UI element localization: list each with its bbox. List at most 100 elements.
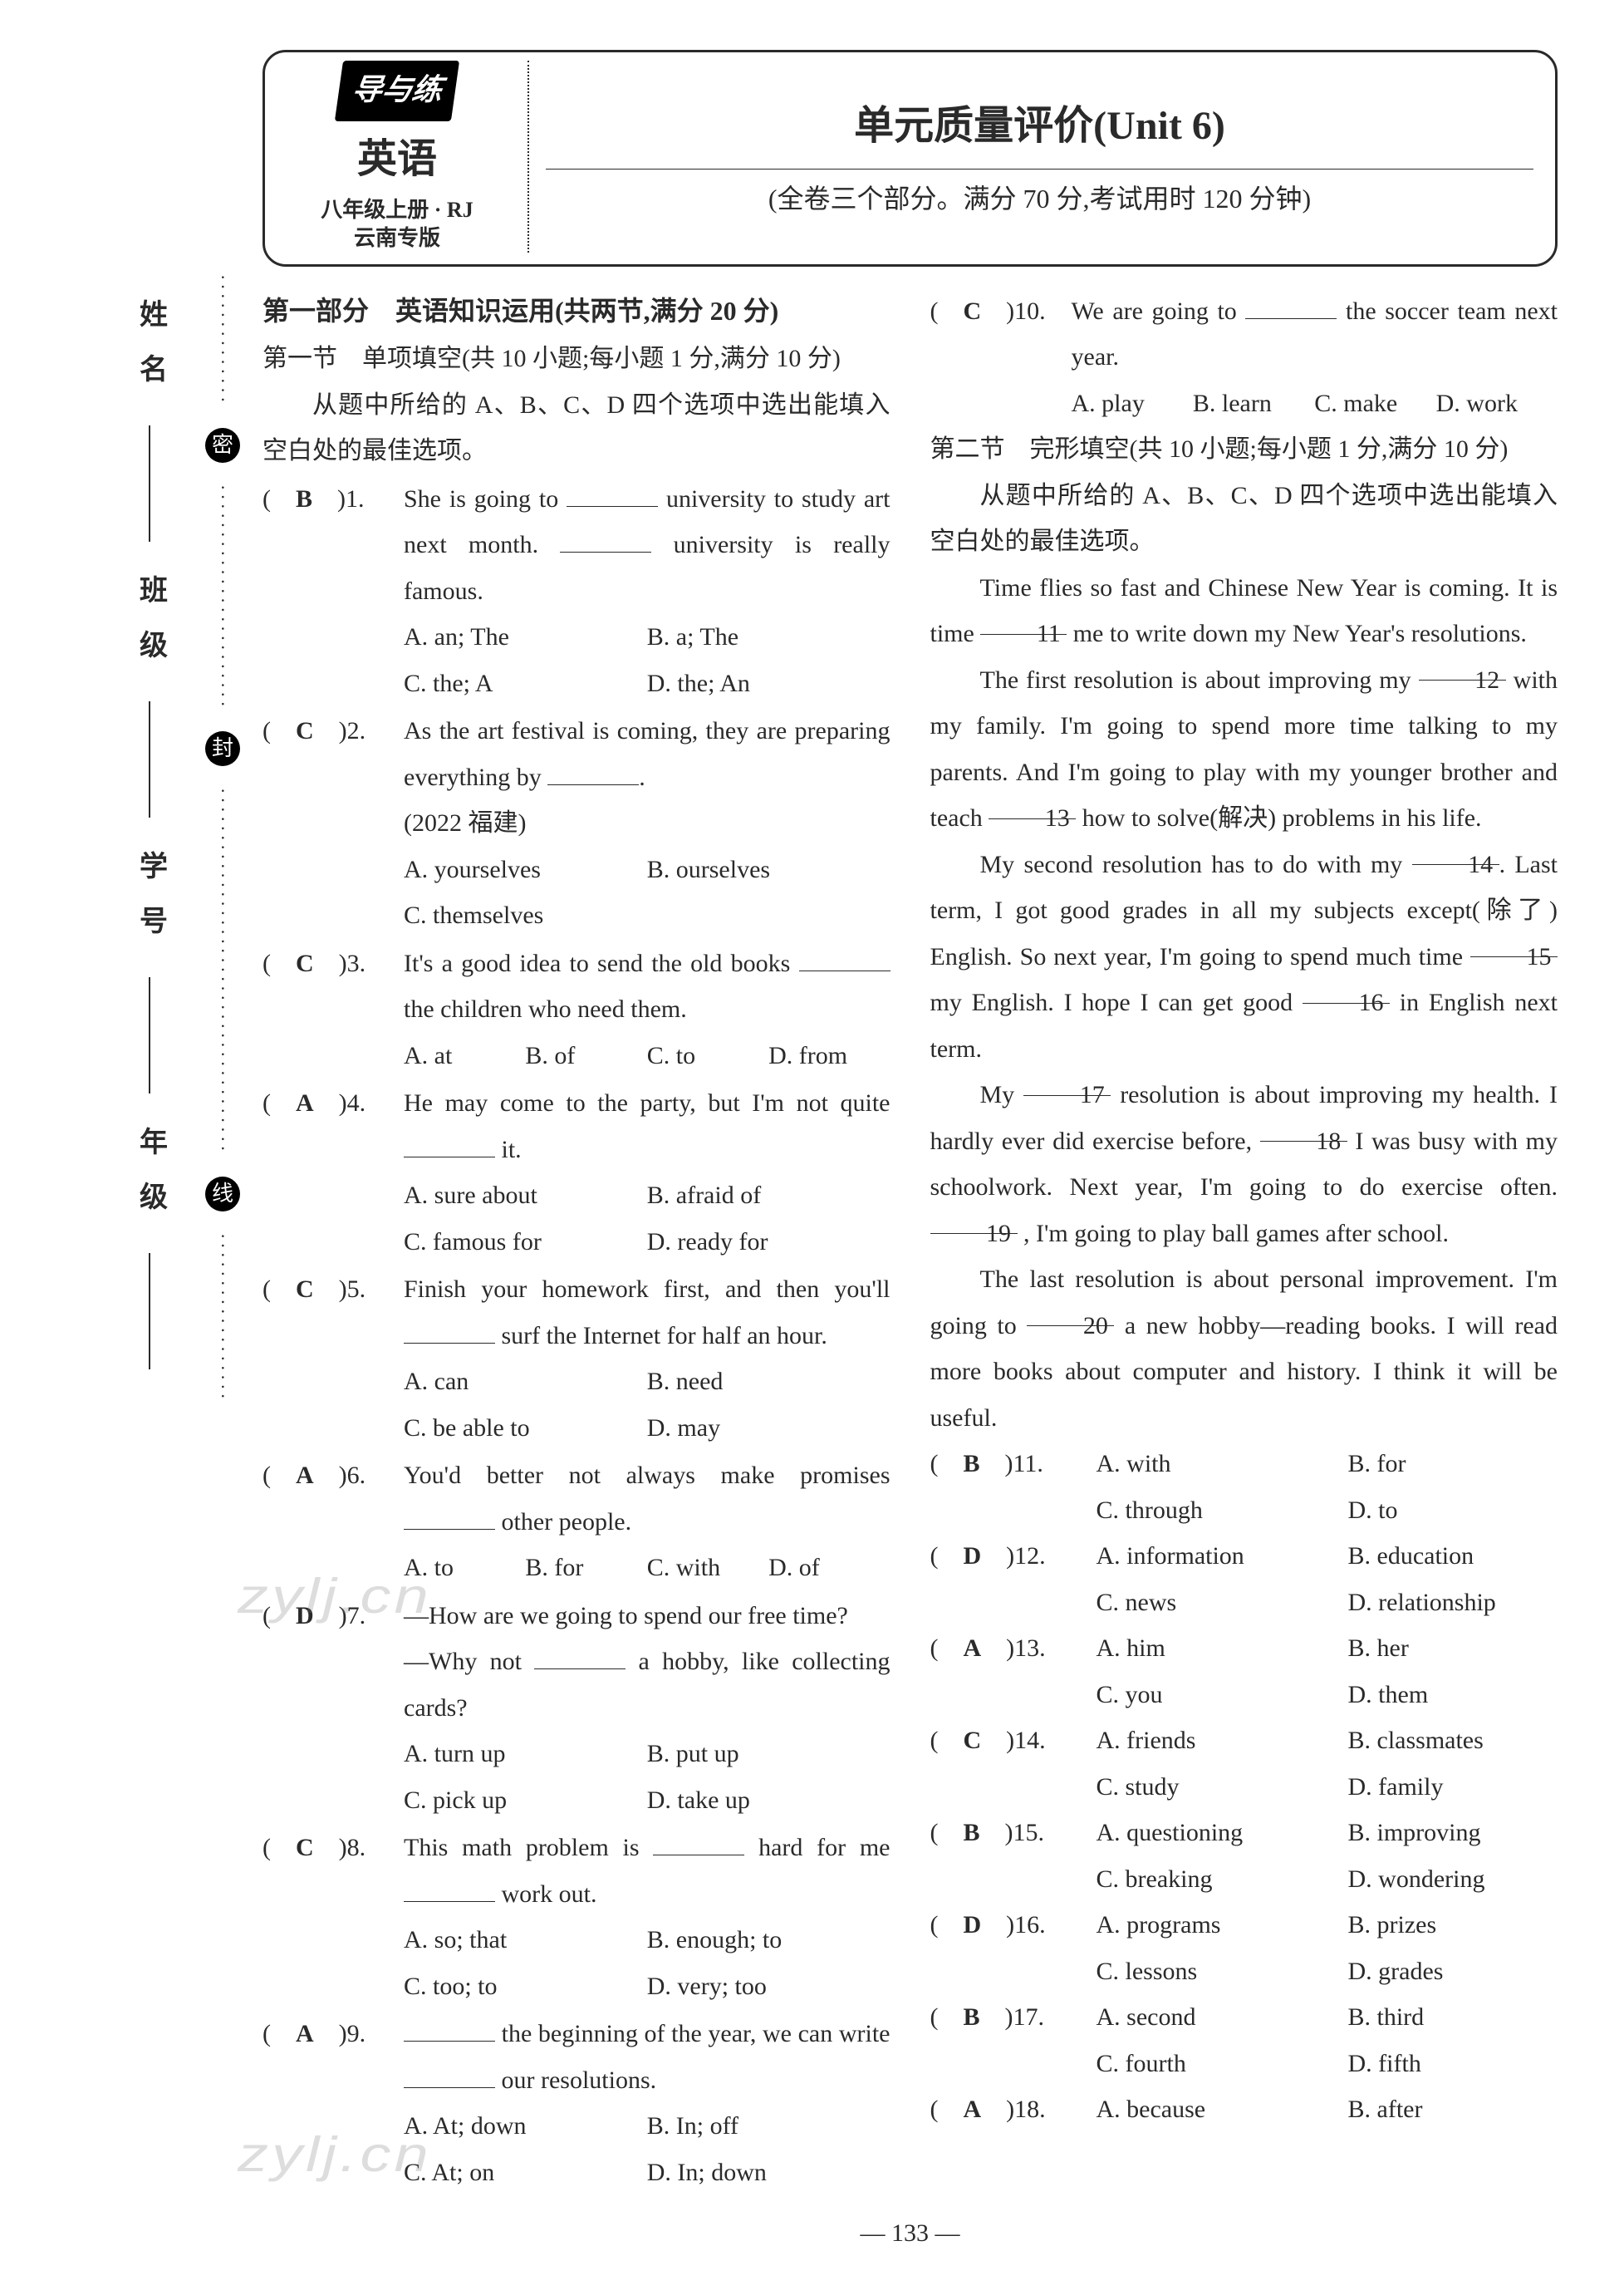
edition-line: 云南专版 [280, 224, 514, 253]
cloze-blank: 17 [1023, 1072, 1111, 1096]
cloze-options-list: ( B )11.A. withB. forC. throughD. to( D … [930, 1441, 1558, 2133]
passage-paragraph: My second resolution has to do with my 1… [930, 842, 1558, 1073]
answer-key: A [296, 1462, 314, 1489]
mcq-option: C. be able to [404, 1405, 647, 1452]
cloze-number: ( B )15. [930, 1810, 1097, 1856]
mcq-options: A. toB. forC. withD. of [262, 1545, 891, 1591]
question-number: ( A )9. [262, 2011, 404, 2103]
cloze-option: D. fifth [1348, 2041, 1558, 2087]
subject-title: 英语 [280, 123, 514, 197]
answer-key: B [964, 1450, 980, 1477]
mcq-option: A. so; that [404, 1917, 647, 1963]
cloze-option: B. education [1348, 1533, 1558, 1580]
answer-key: B [296, 485, 312, 513]
mcq-options: A. an; TheB. a; TheC. the; AD. the; An [262, 614, 891, 706]
side-rule [149, 1253, 150, 1369]
cloze-blank: 12 [1419, 657, 1506, 681]
question-source: (2022 福建) [262, 800, 891, 847]
cloze-option: B. for [1348, 1441, 1558, 1487]
question-stem: the beginning of the year, we can write … [404, 2011, 891, 2103]
question-number: ( C )2. [262, 708, 404, 800]
fill-blank [799, 947, 891, 971]
mcq-option: C. pick up [404, 1777, 647, 1824]
cloze-option: A. with [1097, 1441, 1348, 1487]
mcq-option: D. from [768, 1033, 890, 1079]
mcq-option: C. the; A [404, 661, 647, 707]
mcq-option: D. In; down [647, 2150, 891, 2196]
cloze-option-row: ( D )12.A. informationB. education [930, 1533, 1558, 1580]
mcq-options: A. so; thatB. enough; toC. too; toD. ver… [262, 1917, 891, 2009]
answer-key: A [296, 2020, 314, 2047]
mcq-option: D. may [647, 1405, 891, 1452]
cloze-option-row: ( C )14.A. friendsB. classmates [930, 1718, 1558, 1764]
question-number: ( A )4. [262, 1080, 404, 1172]
cloze-option-row: ( B )15.A. questioningB. improving [930, 1810, 1558, 1856]
mcq-option: B. In; off [647, 2103, 891, 2150]
dotted-rule: ·················· [212, 1233, 233, 1403]
mcq-option: A. At; down [404, 2103, 647, 2150]
answer-key: C [296, 1275, 314, 1303]
mcq-options: A. canB. needC. be able toD. may [262, 1359, 891, 1451]
cloze-option: A. programs [1097, 1902, 1348, 1948]
mcq-option: D. the; An [647, 661, 891, 707]
header-right: 单元质量评价(Unit 6) (全卷三个部分。满分 70 分,考试用时 120 … [529, 61, 1533, 253]
cloze-option: D. grades [1348, 1948, 1558, 1995]
dotted-rule: ·············· [212, 274, 233, 406]
mcq-options: A. yourselvesB. ourselvesC. themselves [262, 847, 891, 939]
mcq-option: D. work [1436, 381, 1558, 427]
cloze-option: B. classmates [1348, 1718, 1558, 1764]
seal-line-column: ·············· 密 ·······················… [213, 50, 233, 2257]
mcq-option: D. take up [647, 1777, 891, 1824]
spacer [930, 1672, 1097, 1718]
mcq-question: ( A )9. the beginning of the year, we ca… [262, 2011, 891, 2195]
passage-paragraph: The last resolution is about personal im… [930, 1256, 1558, 1441]
question-number: ( C )8. [262, 1825, 404, 1917]
mcq-list: ( B )1.She is going to university to stu… [262, 476, 891, 2196]
answer-key: C [964, 1727, 982, 1754]
mcq-option: A. can [404, 1359, 647, 1405]
cloze-option: D. family [1348, 1764, 1558, 1811]
mcq-option: B. enough; to [647, 1917, 891, 1963]
exam-spec: (全卷三个部分。满分 70 分,考试用时 120 分钟) [768, 174, 1311, 224]
two-column-content: 第一部分 英语知识运用(共两节,满分 20 分) 第一节 单项填空(共 10 小… [262, 287, 1558, 2195]
mcq-options: A. atB. ofC. toD. from [262, 1033, 891, 1079]
answer-key: B [964, 2003, 980, 2031]
fill-blank [404, 2018, 495, 2042]
spacer [930, 2041, 1097, 2087]
side-rule [149, 977, 150, 1093]
passage-paragraph: Time flies so fast and Chinese New Year … [930, 565, 1558, 657]
passage-paragraph: The first resolution is about improving … [930, 657, 1558, 842]
cloze-option-row: C. throughD. to [930, 1487, 1558, 1534]
series-badge: 导与练 [335, 61, 459, 121]
mcq-option: B. of [525, 1033, 646, 1079]
cloze-option: B. after [1348, 2086, 1558, 2133]
spacer [930, 1948, 1097, 1995]
cloze-option: D. to [1348, 1487, 1558, 1534]
section2-instructions: 从题中所给的 A、B、C、D 四个选项中选出能填入空白处的最佳选项。 [930, 473, 1558, 565]
mcq-question: ( C )2.As the art festival is coming, th… [262, 708, 891, 939]
answer-key: D [964, 1911, 982, 1939]
fill-blank [404, 1878, 495, 1902]
seal-mi: 密 [205, 428, 240, 463]
mcq-option: A. play [1072, 381, 1193, 427]
mcq-option: B. ourselves [647, 847, 891, 893]
side-label-name: 姓名 [124, 299, 176, 409]
answer-key: C [296, 1834, 314, 1861]
spacer [930, 1487, 1097, 1534]
cloze-option: B. improving [1348, 1810, 1558, 1856]
fill-blank [560, 529, 651, 553]
exam-header-box: 导与练 英语 八年级上册 · RJ 云南专版 单元质量评价(Unit 6) (全… [262, 50, 1558, 267]
cloze-option-row: C. newsD. relationship [930, 1580, 1558, 1626]
cloze-option-row: ( B )11.A. withB. for [930, 1441, 1558, 1487]
question-stem: Finish your homework first, and then you… [404, 1266, 891, 1359]
cloze-blank: 16 [1303, 980, 1390, 1004]
seal-xian: 线 [205, 1177, 240, 1211]
cloze-option: C. news [1097, 1580, 1348, 1626]
mcq-option: C. with [647, 1545, 768, 1591]
cloze-option-row: ( A )13.A. himB. her [930, 1625, 1558, 1672]
answer-key: C [296, 717, 314, 744]
cloze-blank: 18 [1260, 1118, 1347, 1143]
mcq-question: ( B )1.She is going to university to stu… [262, 476, 891, 707]
cloze-blank: 20 [1027, 1303, 1114, 1327]
side-label-class: 班级 [124, 575, 176, 685]
